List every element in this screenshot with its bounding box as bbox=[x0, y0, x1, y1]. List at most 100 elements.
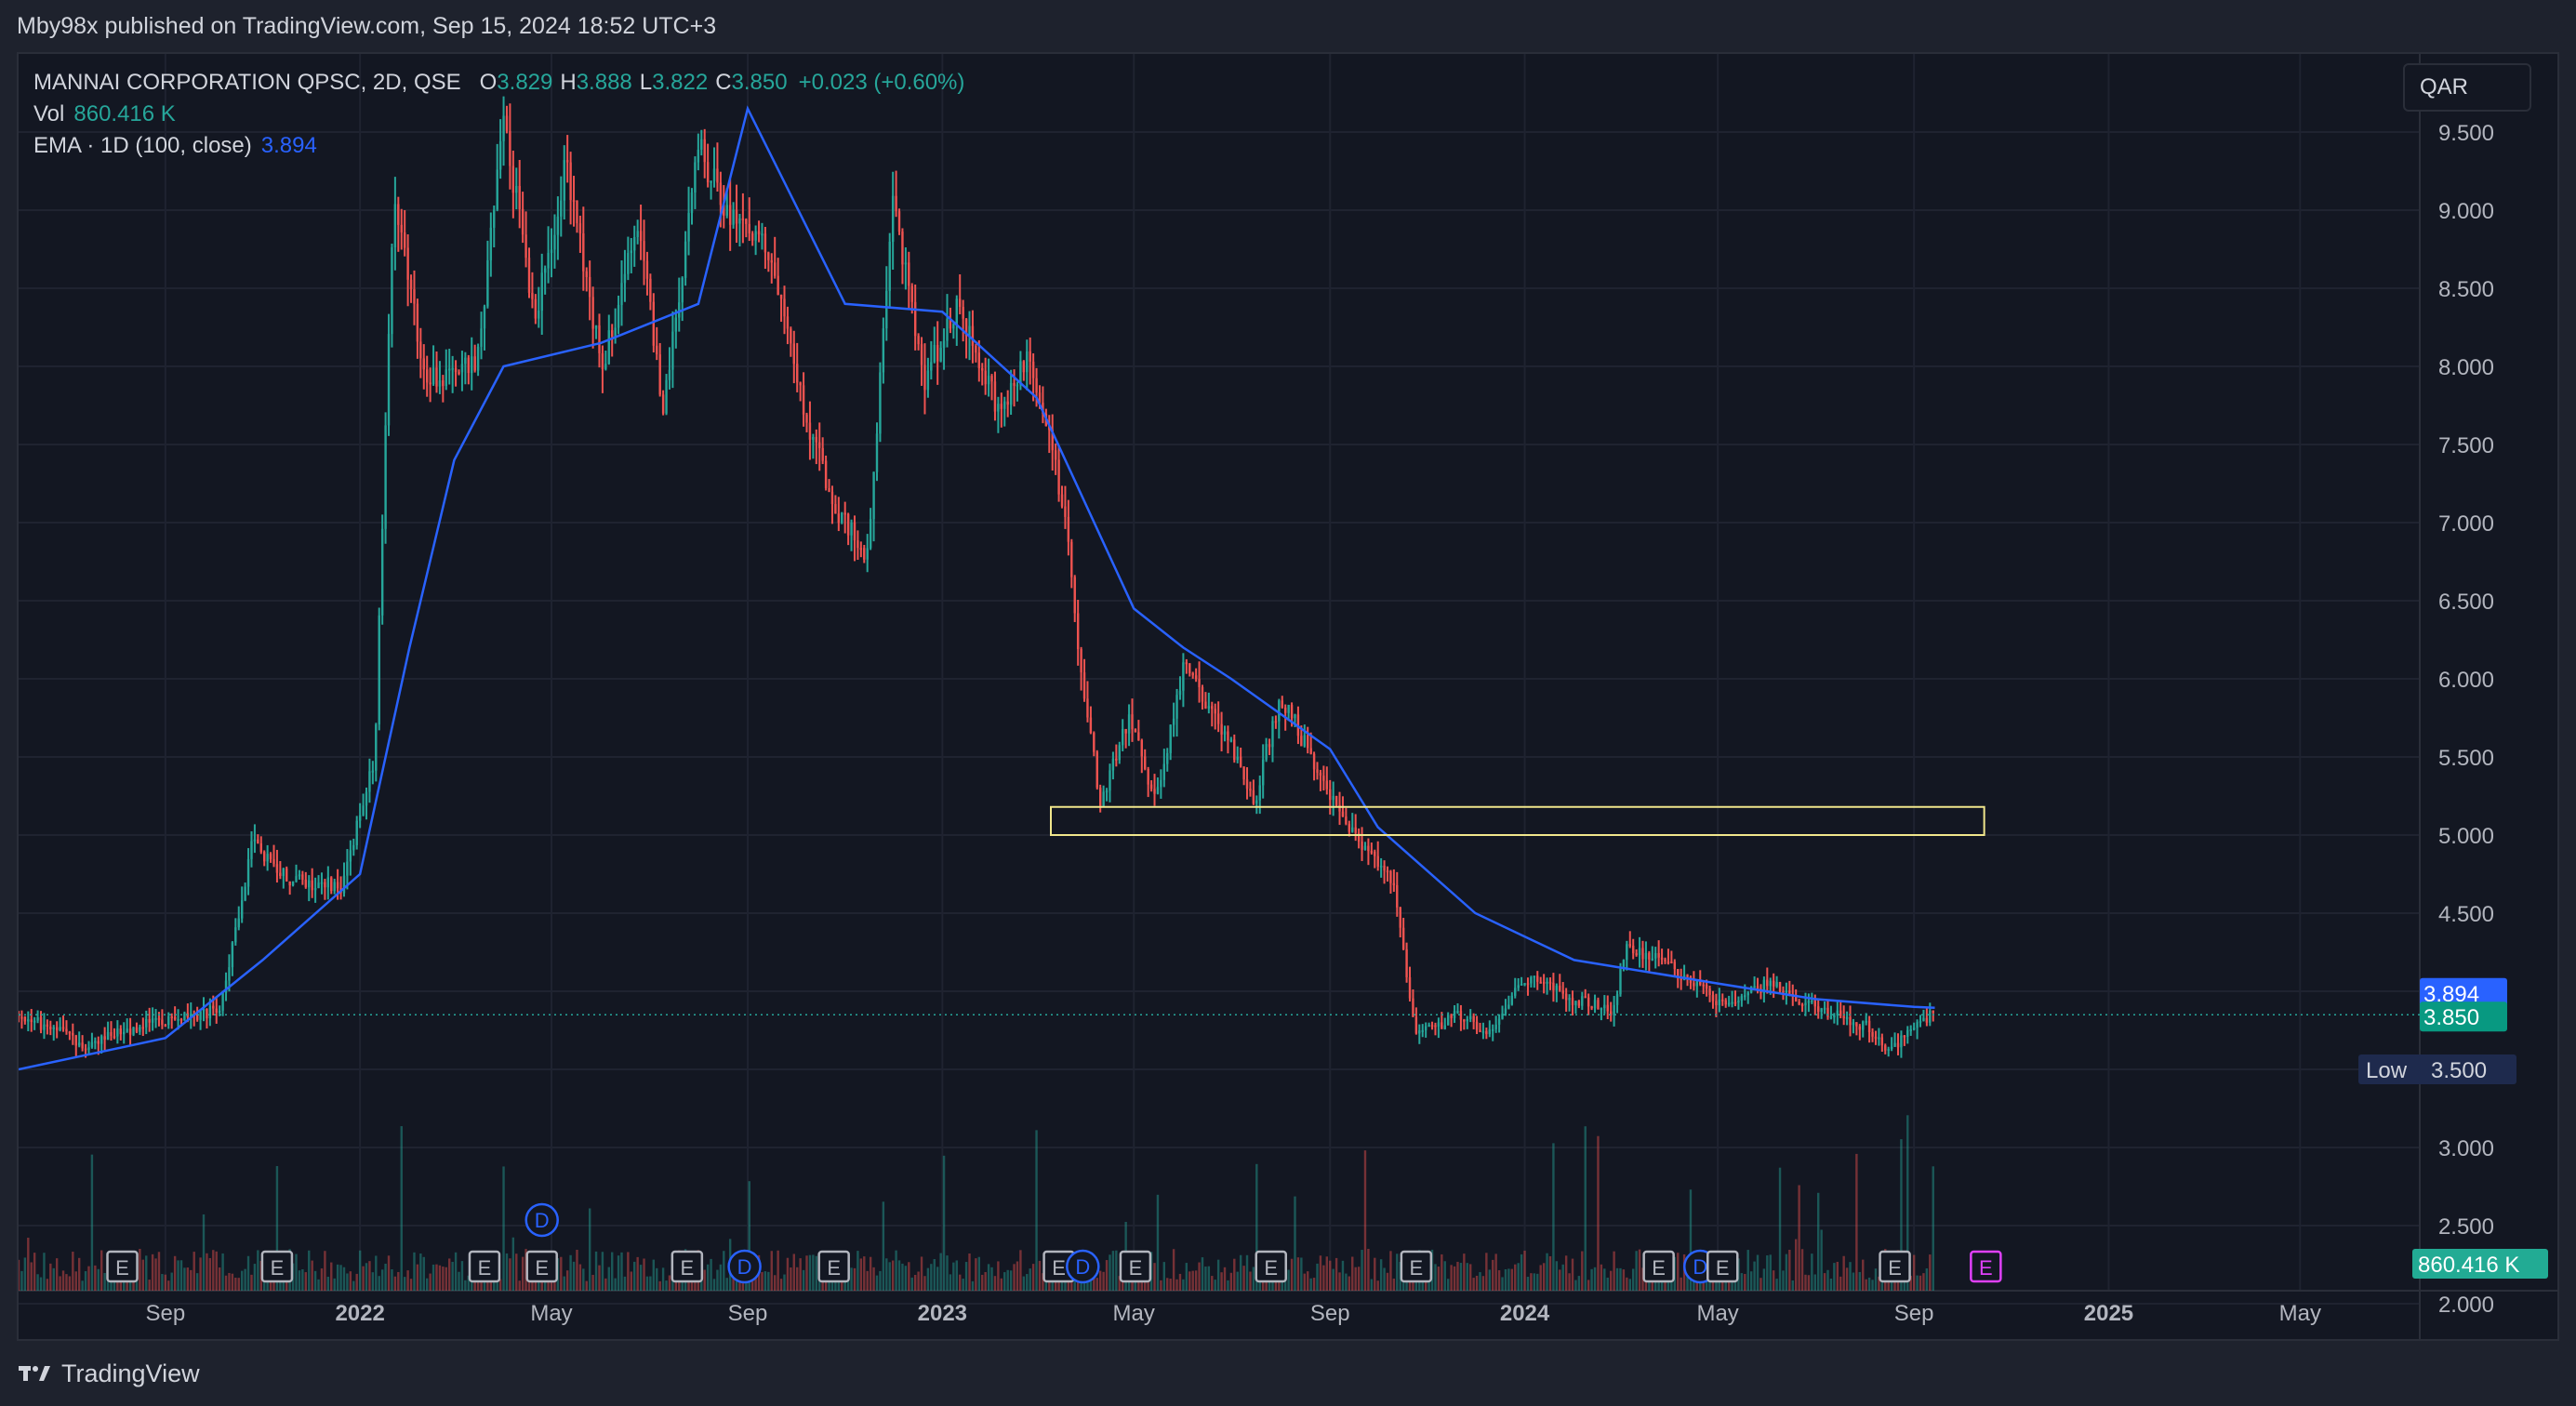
volume-bar bbox=[1807, 1275, 1811, 1291]
volume-bar bbox=[1191, 1270, 1194, 1291]
earnings-marker[interactable]: E bbox=[671, 1250, 704, 1283]
candle bbox=[141, 1027, 145, 1029]
candle bbox=[783, 298, 786, 317]
volume-bar bbox=[1338, 1272, 1341, 1291]
earnings-marker[interactable]: E bbox=[525, 1250, 558, 1283]
volume-bar bbox=[1370, 1279, 1374, 1291]
candle bbox=[384, 425, 387, 529]
volume-bar bbox=[342, 1267, 346, 1291]
volume-bar bbox=[1922, 1273, 1925, 1291]
candle bbox=[1354, 827, 1357, 833]
candle bbox=[738, 218, 741, 224]
volume-label[interactable]: Vol bbox=[33, 101, 65, 126]
dividend-marker[interactable]: D bbox=[727, 1249, 762, 1284]
volume-bar bbox=[509, 1258, 511, 1291]
candle bbox=[177, 1018, 179, 1021]
candle bbox=[422, 358, 425, 370]
candle bbox=[1131, 714, 1134, 730]
ema-label[interactable]: EMA · 1D (100, close) bbox=[33, 133, 252, 158]
symbol-title[interactable]: MANNAI CORPORATION QPSC, 2D, QSE bbox=[33, 70, 461, 95]
candle bbox=[1494, 1024, 1497, 1029]
candle bbox=[553, 234, 556, 250]
volume-bar bbox=[885, 1258, 888, 1291]
chart-frame[interactable]: 9.500 9.000 8.500 8.000 7.500 7.000 6.500 6.000… bbox=[17, 52, 2559, 1341]
volume-bar bbox=[1909, 1275, 1912, 1291]
volume-bar bbox=[750, 1278, 754, 1291]
earnings-marker[interactable]: E bbox=[1042, 1250, 1075, 1283]
volume-bar bbox=[1463, 1253, 1466, 1291]
earnings-marker-label: E bbox=[827, 1256, 841, 1280]
currency-button[interactable]: QAR bbox=[2403, 63, 2531, 112]
candle bbox=[154, 1017, 157, 1020]
dividend-marker[interactable]: D bbox=[1066, 1249, 1100, 1284]
candle bbox=[128, 1028, 132, 1035]
volume-bar bbox=[72, 1252, 74, 1291]
tradingview-logo-icon[interactable] bbox=[19, 1364, 50, 1383]
volume-bar bbox=[272, 1278, 275, 1291]
candle bbox=[1287, 705, 1290, 713]
volume-bar bbox=[393, 1276, 397, 1291]
candle bbox=[1880, 1037, 1884, 1046]
candle bbox=[1737, 1001, 1740, 1003]
candle bbox=[1497, 1018, 1501, 1025]
y-tick-label: 4.500 bbox=[2438, 902, 2494, 927]
volume-bar bbox=[1453, 1266, 1456, 1291]
candle bbox=[1782, 990, 1785, 993]
candle bbox=[218, 1010, 221, 1013]
earnings-marker[interactable]: E bbox=[1119, 1250, 1152, 1283]
volume-bar bbox=[90, 1154, 94, 1291]
volume-bar bbox=[1105, 1260, 1109, 1291]
volume-bar bbox=[1098, 1270, 1102, 1291]
earnings-marker[interactable]: E bbox=[468, 1250, 501, 1283]
volume-bar bbox=[438, 1265, 442, 1291]
candle bbox=[161, 1019, 164, 1026]
candle bbox=[923, 365, 926, 391]
dividend-marker-circle bbox=[1066, 1249, 1100, 1284]
earnings-marker[interactable]: E bbox=[1706, 1250, 1739, 1283]
volume-bar bbox=[1829, 1278, 1833, 1291]
volume-bar bbox=[1932, 1166, 1934, 1291]
candle bbox=[805, 414, 808, 423]
earnings-marker[interactable]: E bbox=[1642, 1250, 1675, 1283]
volume-bar bbox=[594, 1251, 598, 1291]
price-chart[interactable]: 9.500 9.000 8.500 8.000 7.500 7.000 6.500 6.000… bbox=[19, 54, 2557, 1339]
volume-bar bbox=[888, 1262, 891, 1291]
volume-bar bbox=[732, 1275, 735, 1291]
candlesticks bbox=[19, 96, 1934, 1058]
volume-bar bbox=[923, 1276, 926, 1291]
candle bbox=[761, 233, 764, 236]
volume-bar bbox=[1539, 1265, 1542, 1291]
close-value: 3.850 bbox=[731, 70, 788, 95]
volume-bar bbox=[199, 1257, 202, 1291]
volume-bar bbox=[1833, 1263, 1836, 1291]
candle bbox=[910, 285, 913, 302]
volume-bar bbox=[1443, 1261, 1446, 1291]
earnings-marker[interactable]: E bbox=[106, 1250, 139, 1283]
earnings-marker[interactable]: E bbox=[817, 1250, 850, 1283]
candle bbox=[946, 319, 949, 341]
volume-bar bbox=[910, 1277, 913, 1291]
candle bbox=[1638, 948, 1641, 956]
candle bbox=[1204, 701, 1207, 709]
earnings-marker[interactable]: E bbox=[1255, 1250, 1288, 1283]
volume-bar bbox=[1804, 1274, 1807, 1291]
earnings-marker[interactable]: E bbox=[1400, 1250, 1433, 1283]
candle bbox=[308, 880, 311, 888]
dividend-marker[interactable]: D bbox=[524, 1202, 559, 1238]
volume-bar bbox=[981, 1274, 984, 1291]
volume-bar bbox=[346, 1273, 349, 1291]
volume-bar bbox=[879, 1270, 882, 1291]
earnings-marker[interactable]: E bbox=[260, 1250, 294, 1283]
volume-bar bbox=[1929, 1254, 1932, 1291]
candle bbox=[1421, 1029, 1424, 1032]
volume-bar bbox=[1820, 1229, 1823, 1291]
candle bbox=[1865, 1020, 1867, 1023]
candle bbox=[1329, 789, 1332, 801]
candle bbox=[346, 861, 349, 876]
candle bbox=[684, 241, 687, 278]
volume-bar bbox=[30, 1262, 33, 1291]
footer-brand[interactable]: TradingView bbox=[61, 1359, 200, 1387]
volume-bar bbox=[802, 1269, 805, 1291]
earnings-marker[interactable]: E bbox=[1879, 1250, 1911, 1283]
upcoming-earnings-marker[interactable]: E bbox=[1970, 1250, 2002, 1283]
